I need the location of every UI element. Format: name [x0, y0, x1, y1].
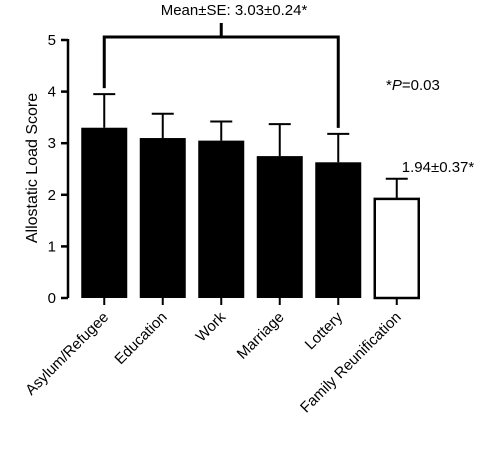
- group-mean-annotation: Mean±SE: 3.03±0.24*: [161, 2, 308, 19]
- category-label: Work: [192, 308, 229, 345]
- bar: [139, 138, 186, 298]
- y-tick-label: 1: [48, 238, 56, 255]
- category-label: Education: [111, 309, 170, 368]
- category-label: Family Reunification: [297, 309, 405, 417]
- family-mean-annotation: 1.94±0.37*: [402, 159, 475, 176]
- y-axis-title: Allostatic Load Score: [24, 93, 41, 243]
- y-tick-label: 0: [48, 290, 56, 307]
- y-tick-label: 5: [48, 32, 56, 49]
- p-value-annotation: *P=0.03: [386, 77, 440, 94]
- bar: [198, 140, 245, 298]
- significance-bracket: [102, 23, 340, 128]
- p-letter: P: [392, 77, 402, 94]
- p-asterisk: *: [386, 77, 392, 94]
- bar: [373, 197, 420, 300]
- bar: [81, 127, 128, 298]
- y-tick-label: 4: [48, 84, 56, 101]
- bars-layer: [81, 127, 420, 300]
- y-ticks: 0 1 2 3 4 5: [48, 32, 68, 307]
- category-label: Asylum/Refugee: [22, 309, 112, 399]
- y-tick-label: 3: [48, 135, 56, 152]
- y-tick-label: 2: [48, 187, 56, 204]
- category-label: Marriage: [234, 309, 288, 363]
- category-label: Lottery: [302, 308, 347, 353]
- category-labels: Asylum/Refugee Education Work Marriage Lotte…: [22, 308, 404, 416]
- bar: [256, 156, 303, 298]
- bar: [315, 162, 362, 298]
- error-bars-layer: [93, 93, 408, 198]
- x-ticks: [103, 298, 398, 305]
- p-value: =0.03: [402, 77, 440, 94]
